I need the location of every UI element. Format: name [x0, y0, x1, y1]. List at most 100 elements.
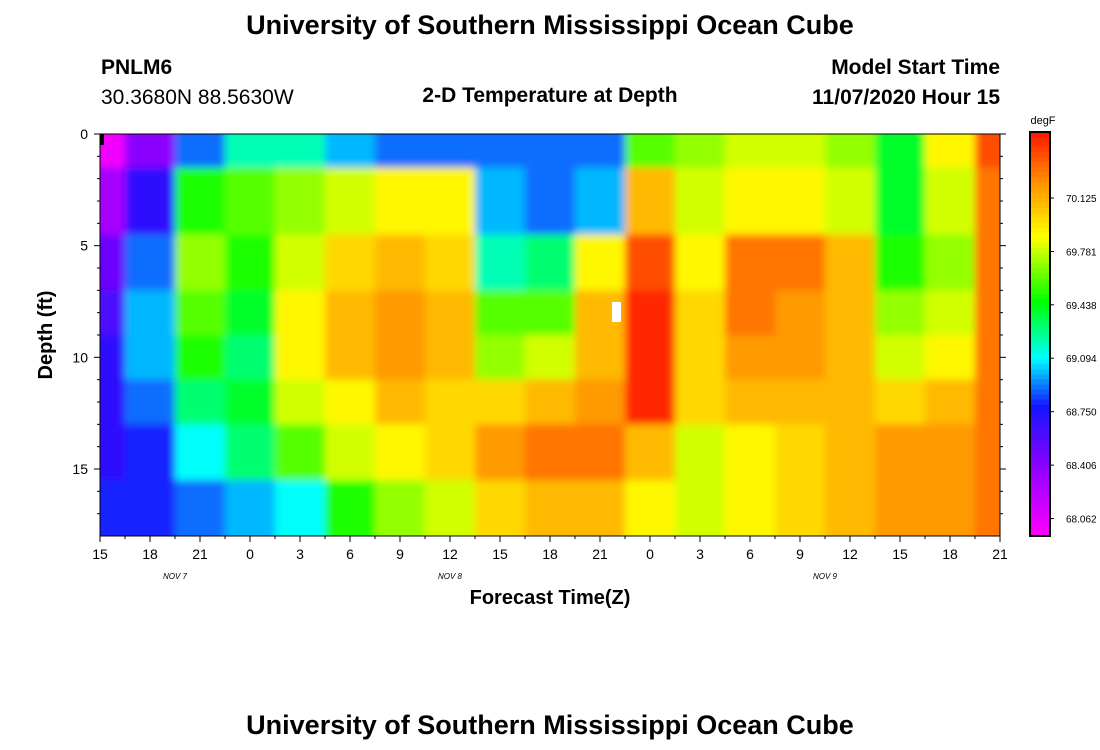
- colorbar-swatch: [1030, 510, 1050, 517]
- colorbar-unit: degF: [1030, 115, 1055, 127]
- heatmap-cell: [775, 234, 826, 291]
- heatmap-cell: [625, 167, 676, 236]
- y-axis: 0 5 10 15: [72, 126, 1006, 515]
- heatmap-cell: [725, 480, 776, 536]
- heatmap-cell: [375, 167, 426, 236]
- colorbar-swatch: [1030, 253, 1050, 259]
- heatmap-cell: [725, 424, 776, 481]
- heatmap-cell: [475, 480, 526, 536]
- x-tick-label: 0: [246, 546, 254, 562]
- colorbar-swatch: [1030, 318, 1050, 325]
- heatmap-cell: [825, 234, 876, 291]
- colorbar-swatch: [1030, 339, 1050, 345]
- heatmap-cell: [725, 167, 776, 236]
- heatmap-cell: [175, 134, 226, 169]
- heatmap-cell: [575, 480, 626, 536]
- heatmap-cell: [275, 424, 326, 481]
- heatmap-cell: [875, 290, 926, 336]
- heatmap-cell: [575, 167, 626, 236]
- heatmap-cell: [825, 480, 876, 536]
- heatmap-cell: [125, 480, 176, 536]
- colorbar-swatch: [1030, 399, 1050, 406]
- heatmap-cell: [775, 480, 826, 536]
- heatmap-cell: [675, 290, 726, 336]
- x-tick-label: 18: [942, 546, 958, 562]
- heatmap-cell: [925, 134, 976, 169]
- heatmap-cell: [675, 167, 726, 236]
- heatmap-cell: [675, 424, 726, 481]
- heatmap-cell: [225, 290, 276, 336]
- colorbar-swatch: [1030, 445, 1050, 451]
- heatmap-cell: [775, 167, 826, 236]
- heatmap-cell: [225, 424, 276, 481]
- colorbar-frame: [1029, 131, 1051, 537]
- x-axis-label: Forecast Time(Z): [470, 587, 631, 609]
- x-tick-label: 21: [992, 546, 1008, 562]
- heatmap-cell: [475, 379, 526, 425]
- colorbar-swatch: [1030, 374, 1050, 380]
- colorbar-swatch: [1030, 394, 1050, 401]
- heatmap-cell: [775, 134, 826, 169]
- heatmap-cell: [425, 379, 476, 425]
- x-tick-label: 3: [696, 546, 704, 562]
- heatmap-cell: [425, 234, 476, 291]
- colorbar-swatch: [1030, 344, 1050, 350]
- colorbar-swatch: [1030, 389, 1050, 396]
- heatmap-cell: [100, 480, 126, 536]
- y-tick-label: 15: [72, 461, 88, 477]
- heatmap-cell: [225, 480, 276, 536]
- heatmap-cell: [525, 290, 576, 336]
- heatmap-cell: [825, 290, 876, 336]
- x-tick-label: 18: [142, 546, 158, 562]
- heatmap-cell: [225, 335, 276, 381]
- colorbar-swatch: [1030, 480, 1050, 486]
- colorbar-swatch: [1030, 207, 1050, 214]
- x-tick-label: 9: [796, 546, 804, 562]
- heatmap-cell: [575, 335, 626, 381]
- heatmap-cell: [175, 234, 226, 291]
- colorbar-swatch: [1030, 248, 1050, 254]
- heatmap-cell: [425, 335, 476, 381]
- heatmap-cell: [525, 424, 576, 481]
- colorbar-swatch: [1030, 192, 1050, 199]
- colorbar-swatch: [1030, 328, 1050, 335]
- heatmap-cell: [925, 335, 976, 381]
- heatmap-cell: [275, 480, 326, 536]
- heatmap-cell: [925, 424, 976, 481]
- heatmap-cell: [975, 134, 1000, 169]
- heatmap-cell: [875, 480, 926, 536]
- colorbar-swatch: [1030, 530, 1050, 537]
- heatmap-cell: [425, 480, 476, 536]
- colorbar-swatch: [1030, 465, 1050, 471]
- heatmap-cell: [875, 379, 926, 425]
- heatmap-cell: [225, 134, 276, 169]
- heatmap-cell: [475, 290, 526, 336]
- heatmap-cell: [175, 379, 226, 425]
- heatmap-cell: [625, 424, 676, 481]
- colorbar-swatch: [1030, 278, 1050, 284]
- heatmap-cell: [775, 290, 826, 336]
- colorbar-swatch: [1030, 227, 1050, 234]
- heatmap-cell: [225, 167, 276, 236]
- heatmap-cell: [825, 379, 876, 425]
- colorbar-swatch: [1030, 182, 1050, 189]
- colorbar-swatch: [1030, 323, 1050, 330]
- colorbar-swatch: [1030, 525, 1050, 532]
- heatmap-cell: [625, 234, 676, 291]
- colorbar-swatch: [1030, 379, 1050, 385]
- colorbar-swatch: [1030, 369, 1050, 375]
- heatmap-cell: [375, 234, 426, 291]
- heatmap-cell: [975, 335, 1000, 381]
- colorbar-swatch: [1030, 142, 1050, 148]
- colorbar-swatch: [1030, 293, 1050, 300]
- heatmap-cell: [375, 379, 426, 425]
- heatmap-cell: [425, 290, 476, 336]
- heatmap-cell: [325, 167, 376, 236]
- x-day-label: NOV 8: [438, 572, 463, 581]
- x-day-label: NOV 7: [163, 572, 188, 581]
- station-coordinates: 30.3680N 88.5630W: [101, 86, 294, 109]
- heatmap-cell: [925, 480, 976, 536]
- heatmap-cell: [125, 379, 176, 425]
- heatmap-cell: [525, 335, 576, 381]
- heatmap-cell: [975, 379, 1000, 425]
